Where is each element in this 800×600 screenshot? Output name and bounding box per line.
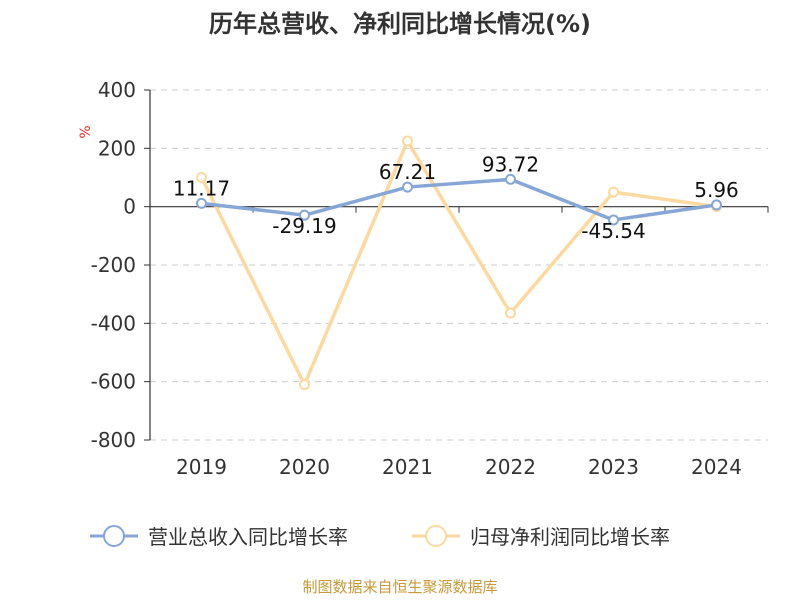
series-1-point [608,186,619,198]
source-note: 制图数据来自恒生聚源数据库 [302,578,497,596]
data-label: 67.21 [379,160,436,184]
series-0-point [505,173,516,185]
data-label: -45.54 [581,219,645,243]
y-unit-label: % [78,125,94,138]
data-label: 5.96 [694,178,739,202]
x-tick-label: 2019 [176,455,227,479]
series-0-point [196,197,207,209]
y-tick-label: 400 [98,78,136,102]
y-tick-label: -400 [91,311,136,335]
data-label: -29.19 [272,214,336,238]
y-tick-label: -600 [91,370,136,394]
data-label: 93.72 [482,152,539,176]
series-line-0 [199,177,719,222]
y-tick-label: -200 [91,253,136,277]
chart-title: 历年总营收、净利同比增长情况(%) [209,10,591,38]
series-1-point [299,379,310,391]
x-tick-label: 2023 [588,455,639,479]
series-0-point [711,199,722,211]
series-1-point [505,307,516,319]
legend: 营业总收入同比增长率 归母净利润同比增长率 [90,525,670,549]
series-1-point [402,135,413,147]
series-1-point [196,172,207,183]
series-0-point [299,209,310,221]
y-tick-label: 0 [123,195,136,219]
y-tick-label: -800 [91,428,136,452]
legend-swatch-marker [425,525,447,547]
x-tick-label: 2024 [691,455,742,479]
series-0-point [608,214,619,226]
x-tick-label: 2020 [279,455,330,479]
grid [150,89,768,441]
legend-label: 归母净利润同比增长率 [470,525,670,549]
y-tick-label: 200 [98,136,136,160]
legend-swatch-marker [103,525,125,547]
series-layer [196,135,722,391]
data-label: 11.17 [173,176,230,200]
x-tick-label: 2021 [382,455,433,479]
data-labels: 11.17 -29.19 67.21 93.72 -45.54 5.96 [173,152,739,243]
series-0-point [402,181,413,193]
legend-label: 营业总收入同比增长率 [148,525,348,549]
axes: 400 200 0 -200 -400 -600 -800 2019 2020 2021 2022 2… [91,78,769,479]
series-line-1 [199,139,719,387]
x-tick-label: 2022 [485,455,536,479]
